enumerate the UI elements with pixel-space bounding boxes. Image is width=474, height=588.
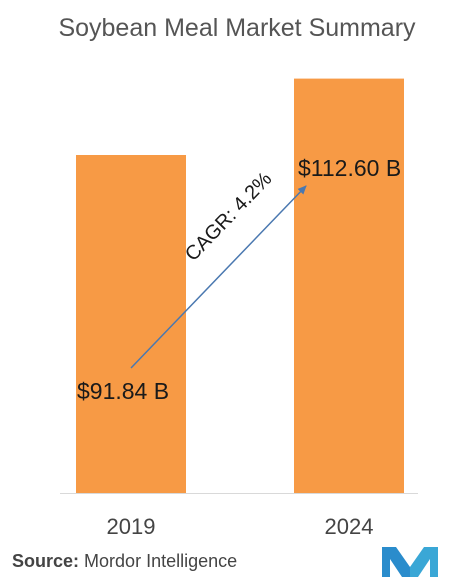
cagr-arrow xyxy=(130,185,307,369)
value-label-2024: $112.60 B xyxy=(298,155,401,181)
bar-2024 xyxy=(294,78,404,494)
x-tick-labels: 2019 2024 xyxy=(107,514,374,539)
chart-title: Soybean Meal Market Summary xyxy=(58,14,416,42)
source-line: Source: Mordor Intelligence xyxy=(12,551,237,572)
x-tick-label-2024: 2024 xyxy=(325,514,374,539)
value-label-2019: $91.84 B xyxy=(77,378,169,404)
cagr-annotation: CAGR: 4.2% xyxy=(181,168,277,266)
bars-group xyxy=(76,78,404,494)
x-tick-label-2019: 2019 xyxy=(107,514,156,539)
mordor-logo-icon xyxy=(382,547,438,577)
source-label: Source: xyxy=(12,551,80,571)
source-text: Mordor Intelligence xyxy=(84,551,238,571)
bar-2019 xyxy=(76,155,186,493)
value-labels: $91.84 B $112.60 B xyxy=(77,155,401,404)
